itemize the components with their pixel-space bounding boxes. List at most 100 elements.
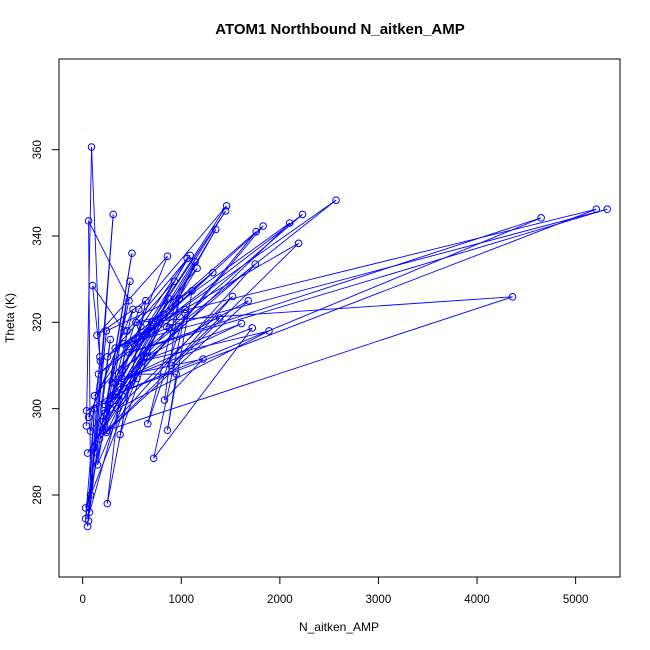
data-point xyxy=(85,508,94,517)
data-point xyxy=(188,287,196,295)
data-point xyxy=(209,268,217,277)
x-axis: 0 1000 2000 3000 4000 5000 xyxy=(79,576,589,606)
data-point xyxy=(175,294,184,303)
data-point xyxy=(125,296,133,305)
y-axis-label: Theta (K) xyxy=(3,293,17,343)
data-point xyxy=(118,391,126,400)
series-line-segment xyxy=(97,281,131,465)
series-line-segment xyxy=(88,220,130,301)
data-point xyxy=(172,370,181,378)
data-point xyxy=(94,370,103,378)
data-point xyxy=(86,491,95,499)
data-point xyxy=(96,357,105,365)
data-point xyxy=(139,331,148,340)
x-tick-label: 3000 xyxy=(366,594,392,606)
data-point xyxy=(103,499,112,508)
series-line-segment xyxy=(101,309,140,431)
data-point xyxy=(142,353,151,361)
series-line-segment xyxy=(112,217,542,397)
data-point xyxy=(142,348,151,357)
data-point xyxy=(163,252,172,261)
data-point xyxy=(128,249,136,258)
series-line-segment xyxy=(99,300,249,440)
data-point xyxy=(120,340,128,348)
data-point xyxy=(332,196,340,204)
data-point xyxy=(88,281,97,290)
data-point xyxy=(164,294,173,303)
x-tick-label: 2000 xyxy=(267,594,293,606)
data-point xyxy=(128,370,136,378)
series-line-segment xyxy=(89,395,123,513)
data-point xyxy=(134,338,142,347)
data-point xyxy=(141,296,150,305)
data-point xyxy=(116,383,124,391)
data-point xyxy=(132,318,140,327)
data-point xyxy=(252,227,260,236)
data-point xyxy=(102,327,111,335)
y-axis: 280 300 320 340 360 xyxy=(32,140,60,505)
series-line-segment xyxy=(137,210,226,343)
series-line-segment xyxy=(171,317,221,366)
data-point xyxy=(93,460,102,469)
series-line-segment xyxy=(106,263,256,431)
data-point xyxy=(86,427,95,435)
data-point xyxy=(222,201,231,210)
data-point xyxy=(93,331,101,340)
series-line-segment xyxy=(131,358,204,375)
data-point xyxy=(143,419,152,428)
series-line-segment xyxy=(111,205,227,383)
y-tick-label: 340 xyxy=(32,226,44,245)
series-line-segment xyxy=(112,208,597,397)
series-line-segment xyxy=(99,243,299,440)
data-point xyxy=(147,318,156,327)
data-point xyxy=(129,305,137,314)
series-line-segment xyxy=(106,281,175,358)
series-line-segment xyxy=(92,285,101,362)
data-point xyxy=(165,323,174,332)
data-point xyxy=(244,296,253,305)
series-line-segment xyxy=(164,358,204,401)
data-point xyxy=(83,449,92,457)
data-point xyxy=(81,504,90,512)
x-tick-label: 5000 xyxy=(563,594,589,606)
data-point xyxy=(160,396,169,404)
series-line-segment xyxy=(92,285,125,332)
series-line-segment xyxy=(104,253,133,414)
data-point xyxy=(138,357,146,365)
series-line-segment xyxy=(107,296,513,431)
data-point xyxy=(130,340,138,348)
y-tick-label: 360 xyxy=(32,140,44,159)
data-point xyxy=(211,225,220,234)
data-point xyxy=(170,277,179,286)
data-point xyxy=(109,210,118,219)
series-line-segment xyxy=(141,323,242,362)
series-line-segment xyxy=(90,356,145,432)
series-line-segment xyxy=(91,147,101,357)
data-point xyxy=(81,514,90,523)
data-point xyxy=(123,327,131,335)
data-point xyxy=(294,239,303,248)
series-line-segment xyxy=(98,309,186,375)
series-line-segment xyxy=(151,222,290,323)
data-point xyxy=(113,404,121,413)
data-point xyxy=(106,335,115,344)
series-line-segment xyxy=(153,313,186,459)
series-line-segment xyxy=(94,258,188,396)
data-point xyxy=(181,309,190,318)
data-point xyxy=(108,391,117,400)
data-point xyxy=(87,143,96,151)
series-line-segment xyxy=(135,208,597,323)
data-point xyxy=(84,217,93,225)
data-point xyxy=(265,327,273,335)
data-point xyxy=(537,214,545,222)
series-line-segment xyxy=(146,300,249,358)
data-point xyxy=(116,430,124,439)
series-line-segment xyxy=(116,296,233,409)
data-point xyxy=(84,413,93,422)
data-point xyxy=(101,409,110,417)
series-line-segment xyxy=(147,313,186,424)
y-tick-label: 320 xyxy=(32,313,44,332)
data-point xyxy=(199,355,207,363)
data-point xyxy=(135,305,143,314)
